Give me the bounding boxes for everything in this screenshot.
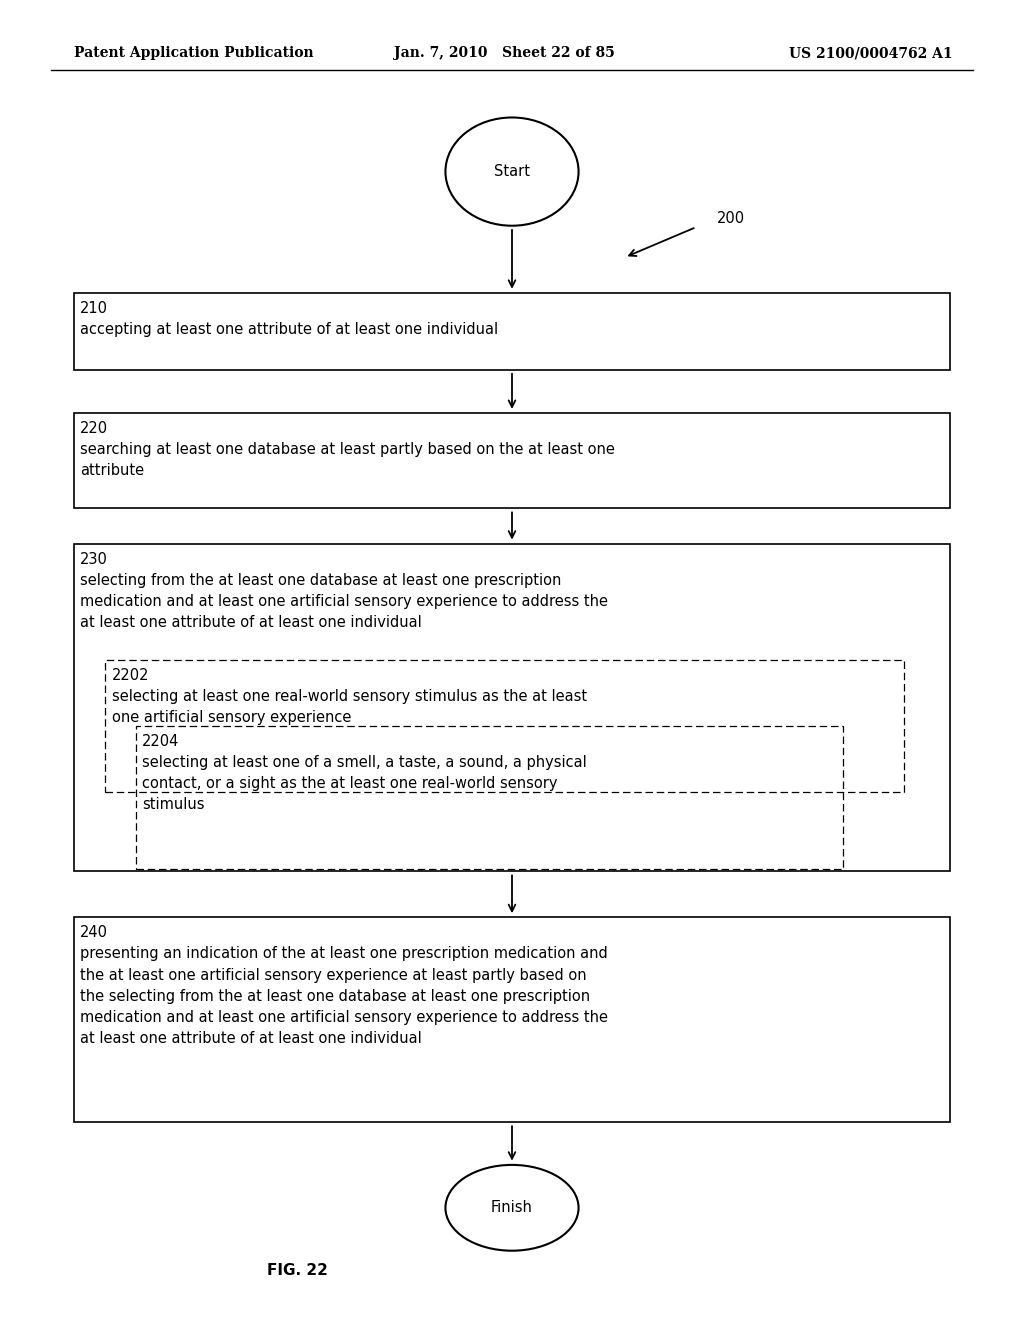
Text: stimulus: stimulus [142, 797, 205, 812]
Ellipse shape [445, 117, 579, 226]
Bar [136, 726, 843, 869]
Text: contact, or a sight as the at least one real-world sensory: contact, or a sight as the at least one … [142, 776, 558, 791]
Text: 220: 220 [80, 421, 108, 436]
Text: Patent Application Publication: Patent Application Publication [74, 46, 313, 61]
Text: at least one attribute of at least one individual: at least one attribute of at least one i… [80, 1031, 422, 1045]
Text: Jan. 7, 2010   Sheet 22 of 85: Jan. 7, 2010 Sheet 22 of 85 [394, 46, 615, 61]
Bar [74, 917, 950, 1122]
Text: medication and at least one artificial sensory experience to address the: medication and at least one artificial s… [80, 1010, 608, 1024]
Text: one artificial sensory experience: one artificial sensory experience [112, 710, 351, 725]
Text: 200: 200 [717, 211, 744, 226]
Text: medication and at least one artificial sensory experience to address the: medication and at least one artificial s… [80, 594, 608, 609]
Text: US 2100/0004762 A1: US 2100/0004762 A1 [788, 46, 952, 61]
Text: 210: 210 [80, 301, 108, 315]
Text: searching at least one database at least partly based on the at least one: searching at least one database at least… [80, 442, 614, 457]
Bar [105, 660, 904, 792]
Text: Start: Start [494, 164, 530, 180]
Text: 2202: 2202 [112, 668, 150, 682]
Text: attribute: attribute [80, 463, 144, 478]
Text: selecting at least one real-world sensory stimulus as the at least: selecting at least one real-world sensor… [112, 689, 587, 704]
Ellipse shape [445, 1164, 579, 1251]
Text: 2204: 2204 [142, 734, 179, 748]
Text: selecting from the at least one database at least one prescription: selecting from the at least one database… [80, 573, 561, 587]
Text: accepting at least one attribute of at least one individual: accepting at least one attribute of at l… [80, 322, 498, 337]
Bar [74, 293, 950, 370]
Text: 230: 230 [80, 552, 108, 566]
Text: Finish: Finish [492, 1200, 532, 1216]
Text: selecting at least one of a smell, a taste, a sound, a physical: selecting at least one of a smell, a tas… [142, 755, 587, 770]
Bar [74, 413, 950, 508]
Bar [74, 544, 950, 871]
Text: presenting an indication of the at least one prescription medication and: presenting an indication of the at least… [80, 946, 607, 961]
Text: FIG. 22: FIG. 22 [266, 1263, 328, 1278]
Text: at least one attribute of at least one individual: at least one attribute of at least one i… [80, 615, 422, 630]
Text: 240: 240 [80, 925, 108, 940]
Text: the selecting from the at least one database at least one prescription: the selecting from the at least one data… [80, 989, 590, 1003]
Text: the at least one artificial sensory experience at least partly based on: the at least one artificial sensory expe… [80, 968, 587, 982]
